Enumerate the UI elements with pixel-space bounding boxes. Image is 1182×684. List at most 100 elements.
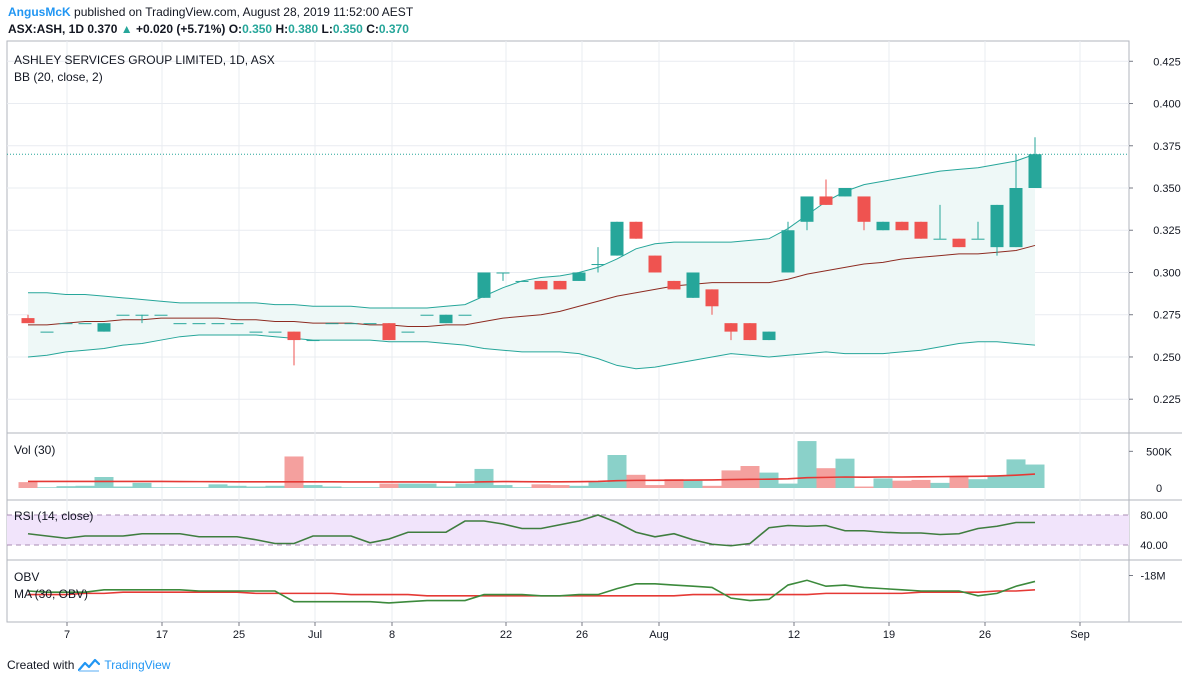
candle-body xyxy=(40,331,54,333)
candle xyxy=(800,196,814,231)
symbol-info: ASX:ASH, 1D 0.370 ▲ +0.020 (+5.71%) O:0.… xyxy=(8,22,409,36)
candle-body xyxy=(857,196,871,222)
volume-bar xyxy=(569,485,589,488)
time-axis-label: 26 xyxy=(979,629,991,641)
candle-body xyxy=(325,323,339,325)
candle-body xyxy=(363,323,377,325)
candle-body xyxy=(705,289,719,307)
volume-label: Vol (30) xyxy=(14,443,55,457)
candle-body xyxy=(116,314,130,316)
author-link[interactable]: AngusMcK xyxy=(8,5,71,19)
candle-body xyxy=(287,331,301,341)
candle xyxy=(1028,137,1042,188)
time-axis-label: 17 xyxy=(156,629,168,641)
candle xyxy=(268,331,282,333)
time-axis-label: 26 xyxy=(576,629,588,641)
candle-body xyxy=(876,221,890,231)
candle xyxy=(21,314,35,324)
time-axis-label: 7 xyxy=(64,629,70,641)
candle xyxy=(211,323,225,325)
volume-bar xyxy=(645,485,665,488)
candle-body xyxy=(192,323,206,325)
candle-body xyxy=(971,238,985,240)
time-axis-label: 22 xyxy=(500,629,512,641)
candle-body xyxy=(420,314,434,316)
candle xyxy=(724,323,738,341)
up-triangle-icon: ▲ xyxy=(120,22,133,36)
high-label: H: xyxy=(275,22,289,36)
candle-body xyxy=(990,204,1004,248)
created-with-text: Created with xyxy=(7,658,75,672)
candle xyxy=(59,323,73,325)
volume-bar xyxy=(588,482,608,488)
candle-body xyxy=(477,272,491,298)
volume-ma-line xyxy=(28,473,1036,483)
footer: Created with TradingView xyxy=(7,658,170,672)
volume-bar xyxy=(968,479,988,488)
candle xyxy=(610,221,624,256)
candle-body xyxy=(515,280,529,282)
candle xyxy=(458,314,472,316)
candle xyxy=(230,323,244,325)
tradingview-brand[interactable]: TradingView xyxy=(104,658,171,672)
volume-bar xyxy=(892,480,912,488)
volume-bar xyxy=(379,483,399,488)
price-axis-label: 0.275 xyxy=(1153,310,1181,322)
published-text: published on TradingView.com, August 28,… xyxy=(74,5,414,19)
candle-body xyxy=(591,264,605,266)
volume-bar xyxy=(607,455,627,488)
candle xyxy=(154,314,168,316)
volume-bar xyxy=(512,487,532,488)
candle-body xyxy=(572,272,586,281)
candle xyxy=(40,331,54,333)
candle-body xyxy=(135,314,149,316)
volume-bar xyxy=(246,486,266,488)
candle xyxy=(705,289,719,315)
volume-bar xyxy=(702,485,722,488)
volume-bar xyxy=(911,479,931,488)
candle xyxy=(363,323,377,325)
low-value: 0.350 xyxy=(332,22,363,36)
candle-body xyxy=(819,196,833,205)
bb-upper-line xyxy=(28,153,1036,309)
candle-body xyxy=(914,221,928,239)
candle-body xyxy=(895,221,909,231)
volume-bar xyxy=(208,484,228,488)
candle-body xyxy=(553,280,567,290)
candle-body xyxy=(933,238,947,240)
volume-bar xyxy=(75,485,95,488)
time-axis-label: 12 xyxy=(788,629,800,641)
volume-bar xyxy=(284,456,304,488)
volume-bar xyxy=(930,482,950,488)
time-axis-label: Jul xyxy=(308,629,322,641)
candle xyxy=(344,323,358,325)
candle-body xyxy=(230,323,244,325)
price-axis-label: 0.325 xyxy=(1153,225,1181,237)
candle xyxy=(534,280,548,290)
time-axis-label: 25 xyxy=(233,629,245,641)
volume-bar xyxy=(835,458,855,488)
candle-body xyxy=(382,323,396,341)
volume-bar xyxy=(341,487,361,488)
candle xyxy=(971,221,985,240)
volume-bar xyxy=(360,487,380,488)
price-axis-label: 0.225 xyxy=(1153,394,1181,406)
candle xyxy=(382,323,396,341)
volume-bar xyxy=(455,483,475,488)
volume-bar xyxy=(474,468,494,488)
candle-body xyxy=(1009,188,1023,248)
volume-bar xyxy=(265,485,285,488)
volume-bar xyxy=(1006,459,1026,488)
obv-axis-label: -18M xyxy=(1140,571,1165,583)
candle-body xyxy=(173,323,187,325)
candle xyxy=(629,221,643,239)
bb-fill xyxy=(28,154,1035,369)
volume-bar xyxy=(531,484,551,488)
price-axis-label: 0.425 xyxy=(1153,56,1181,68)
candle-body xyxy=(211,323,225,325)
rsi-line xyxy=(27,514,1035,547)
close-label: C: xyxy=(366,22,379,36)
candle xyxy=(553,280,567,290)
candle-body xyxy=(1028,154,1042,188)
